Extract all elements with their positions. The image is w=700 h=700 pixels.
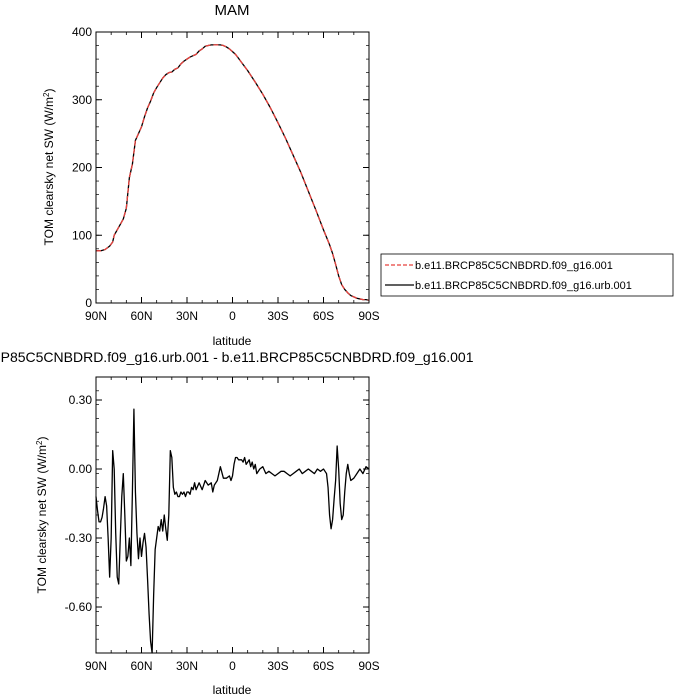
top-x-tick-label: 0 [229,309,236,323]
top-x-tick-label: 60N [130,309,152,323]
bottom-x-tick-label: 60N [130,659,152,673]
bottom-y-tick-label: -0.60 [65,600,93,614]
bottom-plot-panel: CP85C5CNBDRD.f09_g16.urb.001 - b.e11.BRC… [0,349,474,697]
top-plot-title: MAM [215,2,250,19]
top-series-line-0 [96,44,370,301]
top-y-tick-label: 100 [72,228,92,242]
bottom-plot-y-axis-label: TOM clearsky net SW (W/m2) [35,437,50,594]
bottom-plot-ticks: 90N 60N 30N 0 30S 60S 90S 0.30 0.00 -0.30 -0.60 [65,376,380,673]
bottom-x-tick-label: 90S [358,659,379,673]
bottom-y-tick-label: 0.00 [69,462,93,476]
bottom-x-tick-label: 30N [176,659,198,673]
top-y-tick-label: 200 [72,161,92,175]
bottom-x-tick-label: 60S [313,659,334,673]
top-plot-x-axis-label: latitude [213,334,252,348]
bottom-plot-title: CP85C5CNBDRD.f09_g16.urb.001 - b.e11.BRC… [0,349,474,365]
bottom-x-tick-label: 30S [267,659,288,673]
bottom-x-tick-label: 0 [229,659,236,673]
legend-box [380,253,674,297]
top-y-tick-label: 400 [72,25,92,39]
top-y-tick-label: 0 [85,296,92,310]
top-plot-y-axis-label: TOM clearsky net SW (W/m2) [42,89,57,246]
top-x-tick-label: 30S [267,309,288,323]
top-plot-frame [95,31,370,304]
top-plot-ticks: 90N 60N 30N 0 30S 60S 90S 0 100 200 300 400 [72,25,380,323]
top-x-tick-label: 90S [358,309,379,323]
top-x-tick-label: 60S [313,309,334,323]
bottom-series-line-0 [95,408,370,654]
top-plot-series [96,44,370,301]
legend-entry-control: b.e11.BRCP85C5CNBDRD.f09_g16.001 [415,260,613,272]
bottom-plot-x-axis-label: latitude [213,683,252,697]
bottom-plot-frame [95,376,370,654]
bottom-plot-series [95,408,370,654]
legend: b.e11.BRCP85C5CNBDRD.f09_g16.001 b.e11.B… [380,253,674,297]
top-y-tick-label: 300 [72,93,92,107]
top-x-tick-label: 30N [176,309,198,323]
top-series-line-1 [96,44,370,301]
bottom-y-tick-label: 0.30 [69,393,93,407]
legend-entry-urb: b.e11.BRCP85C5CNBDRD.f09_g16.urb.001 [415,280,632,292]
top-x-tick-label: 90N [85,309,107,323]
bottom-y-tick-label: -0.30 [65,531,93,545]
top-plot-panel: MAM 90N 60N 30N 0 30S 60S 90S 0 100 200 300 400 lat… [42,2,380,348]
bottom-x-tick-label: 90N [85,659,107,673]
